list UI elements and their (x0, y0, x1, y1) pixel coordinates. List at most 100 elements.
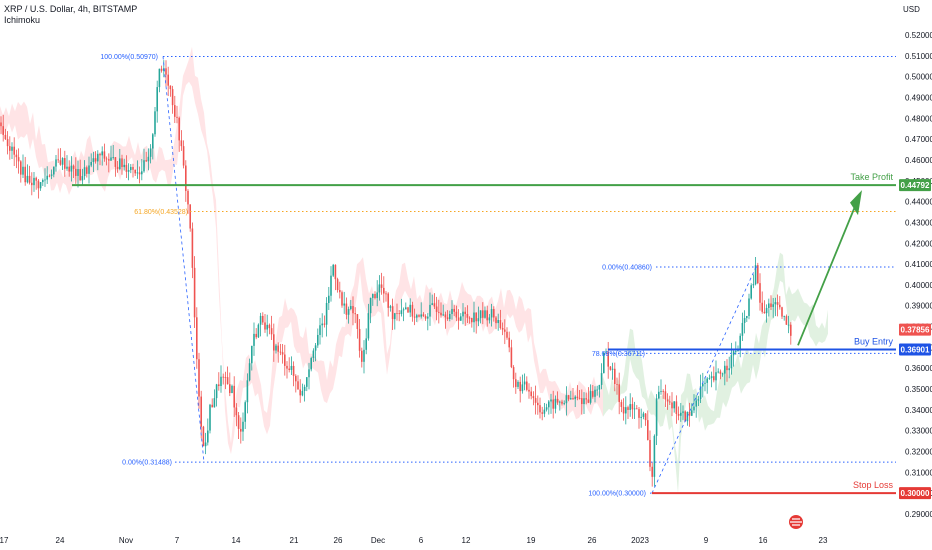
cloud-segment (6, 107, 9, 131)
candle-body (517, 381, 519, 387)
price-tick-label: 0.36000 (905, 364, 932, 373)
candle-body (312, 350, 315, 359)
cloud-segment (570, 381, 573, 413)
cloud-segment (648, 389, 651, 415)
candle-body (427, 316, 429, 319)
candle-body (409, 304, 411, 313)
candle-body (455, 311, 458, 318)
candle-body (22, 166, 24, 175)
cloud-segment (714, 391, 717, 424)
candle-body (31, 182, 33, 186)
candle-body (642, 413, 645, 417)
candle-body (310, 358, 312, 370)
cloud-segment (282, 298, 285, 342)
cloud-segment (186, 59, 189, 86)
candle-body (97, 153, 99, 162)
candle-body (101, 151, 103, 156)
candle-body (361, 350, 363, 362)
candle-body (50, 174, 53, 176)
candle-body (147, 156, 150, 162)
fib-level-label: 100.00%(0.30000) (588, 491, 646, 498)
candle-body (400, 310, 403, 315)
cloud-segment (645, 383, 648, 410)
time-tick-label: 9 (704, 536, 709, 545)
candle-body (193, 267, 196, 318)
candle-body (33, 177, 35, 186)
cloud-segment (768, 300, 771, 335)
candle-body (334, 264, 337, 280)
candle-body (2, 126, 4, 135)
candle-body (66, 166, 68, 169)
candle-body (55, 159, 57, 167)
candle-body (99, 153, 101, 156)
candle-body (105, 158, 108, 160)
candle-body (585, 398, 587, 400)
last-price-tag-text: 0.37856 (901, 326, 930, 335)
candle-body (715, 372, 717, 381)
cloud-segment (402, 262, 405, 298)
candle-body (552, 399, 554, 409)
candle-body (493, 309, 495, 318)
price-axis[interactable]: 0.290000.300000.310000.320000.330000.340… (905, 31, 932, 519)
candle-body (717, 371, 719, 373)
candle-body (499, 319, 502, 329)
price-tick-label: 0.49000 (905, 93, 932, 102)
candle-body (6, 139, 9, 147)
candle-body (411, 304, 414, 317)
cloud-segment (153, 139, 156, 183)
take-profit-tag-text: 0.44792 (901, 181, 930, 190)
candle-body (244, 402, 246, 422)
candle-body (11, 146, 13, 151)
candle-body (215, 384, 218, 399)
cloud-segment (57, 168, 60, 194)
candle-body (772, 304, 774, 307)
cloud-segment (543, 368, 546, 394)
cloud-segment (180, 75, 183, 136)
cloud-segment (267, 393, 270, 435)
candle-body (17, 157, 20, 162)
take-profit-tag-bg (899, 179, 931, 192)
candle-body (160, 68, 163, 71)
candle-body (376, 292, 378, 299)
chart-header: XRP / U.S. Dollar, 4h, BITSTAMP Ichimoku (4, 4, 137, 26)
candle-body (121, 158, 123, 168)
indicator-label[interactable]: Ichimoku (4, 15, 41, 25)
candle-body (594, 389, 596, 397)
candle-body (746, 315, 748, 319)
candle-body (446, 317, 449, 319)
symbol-title[interactable]: XRP / U.S. Dollar, 4h, BITSTAMP (4, 4, 138, 14)
cloud-segment (756, 332, 759, 380)
candle-body (422, 314, 425, 317)
candle-body (42, 179, 44, 183)
candle-body (127, 170, 130, 172)
cloud-segment (825, 309, 828, 342)
candle-body (262, 315, 264, 323)
candle-body (220, 376, 222, 387)
candle-body (246, 380, 249, 403)
candle-body (152, 134, 154, 149)
time-axis[interactable]: 17 24 Nov 7 14 21 26 Dec 6 12 19 26 2023 9 16 23 (0, 536, 828, 545)
candle-body (523, 381, 526, 385)
candle-body (561, 401, 563, 404)
candle-body (581, 398, 583, 405)
cloud-segment (798, 288, 801, 322)
candle-body (600, 373, 603, 385)
cloud-segment (174, 124, 177, 166)
cloud-segment (600, 376, 603, 417)
cloud-segment (156, 146, 159, 183)
cloud-segment (288, 307, 291, 328)
cloud-segment (291, 307, 294, 347)
fib-level-label: 0.00%(0.40860) (602, 265, 652, 272)
candle-body (605, 351, 607, 353)
candle-body (413, 316, 416, 318)
cloud-segment (579, 380, 582, 418)
cloud-segment (165, 159, 168, 187)
cloud-segment (459, 281, 462, 313)
candle-body (319, 325, 321, 335)
candle-body (506, 331, 508, 338)
projection-arrow (797, 190, 862, 346)
cloud-segment (393, 290, 396, 326)
candle-body (785, 316, 788, 325)
